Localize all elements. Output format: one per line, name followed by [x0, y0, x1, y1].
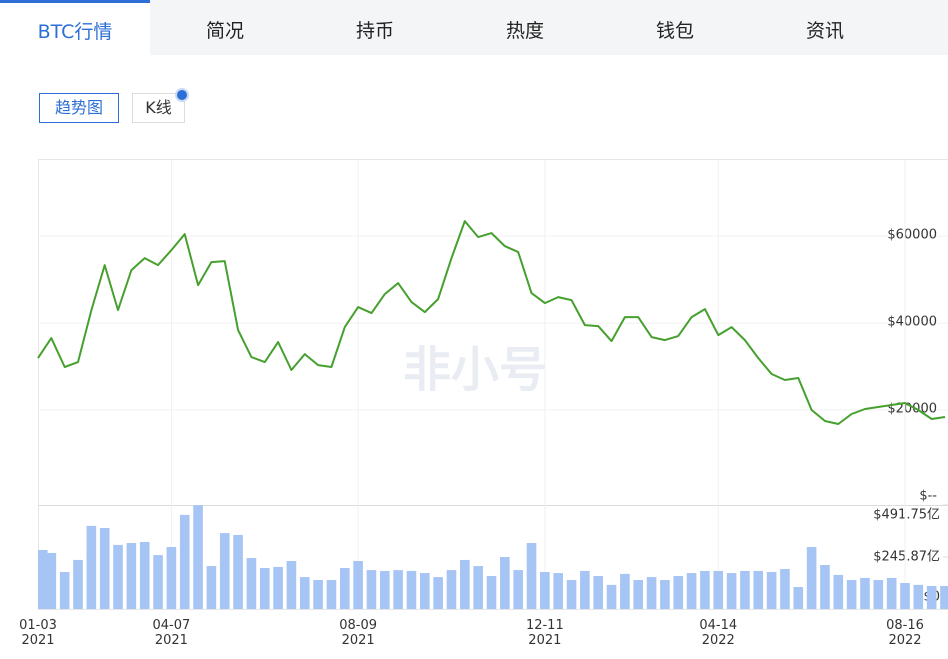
volume-bar [286, 560, 297, 609]
volume-bar [860, 577, 870, 609]
volume-bar [793, 587, 804, 609]
volume-bar [900, 582, 910, 609]
volume-bar [486, 576, 497, 609]
volume-bar [820, 565, 830, 609]
tab[interactable]: 持币 [355, 20, 394, 42]
volume-bar [99, 527, 110, 609]
volume-bar [646, 577, 657, 609]
volume-bar [580, 570, 590, 609]
kline-button[interactable]: K线 [132, 93, 185, 123]
tab-bar: BTC行情简况持币热度钱包资讯历史 [0, 0, 948, 55]
x-tick-label: 12-11 2021 [525, 618, 564, 648]
volume-bar [606, 584, 617, 609]
volume-bar [420, 573, 430, 609]
tab[interactable]: 资讯 [805, 20, 844, 42]
volume-bar [846, 580, 857, 609]
y-tick-label: $60000 [887, 228, 937, 243]
volume-bar [153, 555, 163, 609]
volume-bar [673, 576, 684, 609]
volume-bar [193, 505, 203, 609]
volume-bar [766, 571, 777, 609]
volume-bar [446, 570, 457, 609]
volume-bar [753, 570, 764, 609]
volume-bar [700, 570, 710, 609]
volume-bar [379, 570, 390, 609]
volume-bar [780, 569, 790, 609]
chart-frame [38, 159, 948, 610]
volume-bar [326, 580, 337, 609]
x-tick-label: 04-07 2021 [152, 618, 191, 648]
price-line [37, 220, 946, 425]
volume-bar [219, 533, 230, 609]
volume-bar [660, 580, 670, 609]
volume-bar [313, 580, 323, 609]
volume-bar [913, 584, 924, 609]
tab[interactable]: BTC行情 [0, 0, 150, 55]
x-tick-label: 01-03 2021 [19, 618, 57, 648]
y-tick-label: $20000 [887, 402, 937, 417]
volume-bar [633, 580, 644, 609]
volume-bar [259, 567, 270, 609]
trend-button[interactable]: 趋势图 [39, 93, 119, 123]
volume-bar [593, 576, 604, 609]
volume-bar [206, 566, 217, 609]
volume-bar [433, 577, 443, 609]
volume-bar [500, 556, 510, 609]
volume-bar [38, 549, 48, 609]
volume-bar [366, 570, 377, 609]
x-tick-label: 04-14 2022 [699, 618, 738, 648]
y2-tick-label: $245.87亿 [873, 550, 940, 565]
volume-bar [179, 514, 190, 609]
volume-bar [126, 543, 137, 609]
volume-bar [566, 580, 577, 609]
volume-bar [393, 570, 403, 609]
x-tick-label: 08-16 2022 [886, 618, 924, 648]
tab[interactable]: 钱包 [655, 20, 694, 42]
volume-bar [806, 547, 817, 609]
tab[interactable]: 简况 [205, 20, 244, 42]
tab[interactable]: 热度 [505, 20, 544, 42]
volume-bar [246, 558, 257, 609]
watermark: 非小号 [403, 342, 547, 398]
volume-bar [740, 570, 750, 609]
y2-tick-label: $491.75亿 [873, 508, 940, 523]
volume-bar [46, 552, 57, 609]
volume-bar [713, 570, 724, 609]
volume-bar [940, 585, 948, 609]
y-tick-label: $-- [919, 489, 937, 504]
volume-bar [299, 577, 310, 609]
volume-bar [59, 571, 70, 609]
volume-bar [73, 559, 83, 609]
volume-bar [139, 541, 150, 609]
volume-bar [473, 566, 483, 609]
volume-bar [406, 570, 417, 609]
volume-bar [166, 547, 177, 609]
volume-bar [540, 571, 550, 609]
volume-bar [886, 577, 897, 609]
badge-dot [177, 90, 187, 100]
volume-bar [339, 567, 350, 609]
volume-bar [233, 534, 243, 609]
volume-bar [86, 525, 97, 609]
volume-bar [513, 570, 523, 609]
volume-bar [686, 573, 697, 609]
volume-bar [553, 573, 563, 609]
y-tick-label: $40000 [887, 315, 937, 330]
volume-bar [620, 573, 630, 609]
x-tick-label: 08-09 2021 [339, 618, 377, 648]
volume-bar [460, 559, 470, 609]
volume-bar [833, 574, 844, 609]
volume-bar [526, 543, 537, 609]
volume-bar [353, 560, 363, 609]
volume-bar [873, 580, 884, 609]
volume-bar [926, 585, 937, 609]
volume-bar [726, 573, 737, 609]
volume-bar [113, 544, 123, 609]
volume-bar [273, 566, 283, 609]
